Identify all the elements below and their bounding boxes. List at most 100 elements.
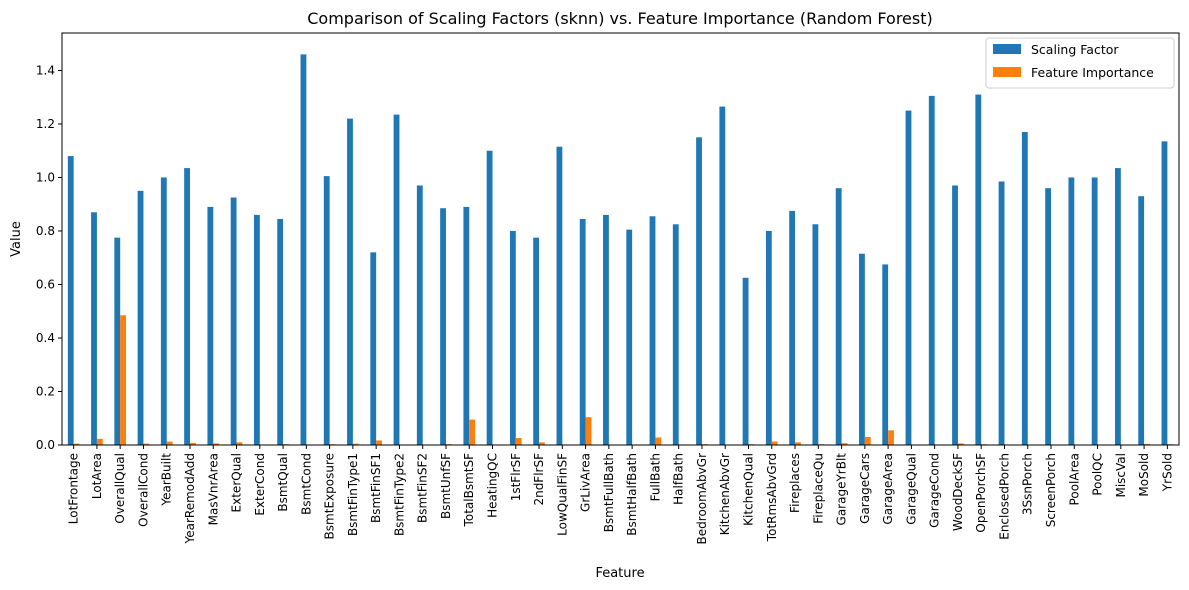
feature-importance-bar-exterqual (236, 442, 243, 445)
scaling-factor-bar-bsmtqual (277, 218, 284, 445)
x-tick-label: KitchenQual (741, 453, 755, 526)
scaling-factor-bar-kitchenabvgr (719, 106, 726, 445)
x-tick-label: MasVnrArea (206, 453, 220, 525)
x-tick-label: GarageCond (928, 453, 942, 528)
x-tick-label: MiscVal (1114, 453, 1128, 498)
scaling-factor-bar-bsmtfintype1 (347, 118, 353, 446)
x-tick-label: ScreenPorch (1044, 453, 1058, 527)
x-tick-label: BsmtFinSF1 (369, 453, 383, 523)
x-axis-label: Feature (595, 566, 644, 581)
x-tick-label: HalfBath (672, 453, 686, 505)
scaling-factor-bar-poolqc (1091, 177, 1098, 445)
plot-frame (61, 32, 1180, 446)
feature-importance-bar-fullbath (655, 437, 662, 445)
x-tick-label: 1stFlrSF (509, 453, 523, 501)
feature-importance-bar-totalbsmtsf (469, 419, 476, 445)
x-tick-label: GarageQual (904, 453, 918, 525)
scaling-factor-bar-openporchsf (975, 94, 982, 445)
x-tick-label: BsmtFinType1 (346, 453, 360, 536)
scaling-factor-bar-yearbuilt (160, 177, 167, 445)
scaling-factor-bar-2ndflrsf (533, 237, 540, 445)
y-axis-label: Value (9, 221, 24, 257)
scaling-factor-bar-poolarea (1068, 177, 1075, 445)
feature-importance-bar-totrmsabvgrd (771, 441, 778, 445)
y-tick-label: 1.0 (36, 170, 55, 184)
scaling-factor-bar-miscval (1115, 168, 1121, 445)
x-tick-label: WoodDeckSF (951, 453, 965, 531)
scaling-factor-bar-yearremodadd (184, 168, 190, 445)
scaling-factor-bar-lotarea (91, 212, 97, 445)
legend: Scaling Factor Feature Importance (985, 37, 1175, 89)
x-tick-label: ExterCond (253, 453, 267, 516)
scaling-factor-bar-fireplaces (789, 210, 796, 445)
feature-importance-bar-bsmtfinsf1 (376, 440, 382, 445)
y-tick-label: 1.4 (36, 63, 55, 77)
x-tick-label: YrSold (1160, 453, 1174, 492)
x-tick-label: OverallQual (113, 453, 127, 524)
scaling-factor-bar-totalbsmtsf (463, 206, 470, 445)
bars-layer (67, 54, 1174, 446)
x-tick-label: BsmtHalfBath (625, 453, 639, 536)
x-tick-label: OpenPorchSF (974, 453, 988, 533)
x-tick-label: LotFrontage (67, 453, 81, 524)
scaling-factor-bar-bsmtfinsf2 (416, 185, 423, 446)
x-tick-label: GarageArea (881, 453, 895, 525)
x-tick-label: LowQualFinSF (555, 453, 569, 536)
scaling-factor-bar-extercond (253, 214, 260, 445)
scaling-factor-bar-exterqual (230, 197, 237, 445)
x-tick-label: BsmtFinSF2 (416, 453, 430, 523)
scaling-factor-bar-bsmtfinsf1 (370, 252, 377, 445)
scaling-factor-bar-bsmtexposure (323, 176, 330, 445)
scaling-factor-bar-lowqualfinsf (556, 146, 563, 445)
scaling-factor-bar-fireplacequ (812, 224, 819, 445)
scaling-factor-bar-garagequal (905, 110, 912, 445)
x-tick-label: PoolQC (1091, 453, 1105, 496)
scaling-factor-bar-bsmtfullbath (603, 214, 609, 445)
legend-swatch-scaling-factor (993, 44, 1021, 54)
feature-importance-bar-overallqual (120, 315, 126, 445)
x-tick-label: YearRemodAdd (183, 453, 197, 544)
x-tick-label: EnclosedPorch (997, 453, 1011, 540)
x-tick-label: Fireplaces (788, 453, 802, 513)
x-tick-label: BsmtQual (276, 453, 290, 512)
y-tick-label: 1.2 (36, 117, 55, 131)
feature-importance-bar-lotfrontage (73, 443, 80, 445)
x-tick-label: MoSold (1137, 453, 1151, 497)
x-tick-label: BsmtUnfSF (439, 453, 453, 519)
x-tick-label: KitchenAbvGr (718, 453, 732, 535)
y-tick-label: 0.4 (36, 331, 55, 345)
feature-importance-bar-yearbuilt (166, 441, 173, 445)
feature-importance-bar-garageyrblt (841, 443, 848, 445)
legend-frame (985, 37, 1175, 89)
x-tick-label: GrLivArea (579, 453, 593, 512)
scaling-factor-bar-wooddecksf (952, 185, 958, 446)
scaling-factor-bar-totrmsabvgrd (765, 230, 772, 445)
feature-importance-bar-yearremodadd (189, 442, 196, 445)
x-tick-label: BsmtFinType2 (392, 453, 406, 536)
feature-importance-bar-mosold (1144, 443, 1150, 445)
scaling-factor-bar-grlivarea (579, 218, 586, 445)
scaling-factor-bar-overallcond (137, 190, 144, 445)
x-tick-label: OverallCond (136, 453, 150, 527)
legend-swatch-feature-importance (993, 67, 1021, 77)
x-tick-label: TotalBsmtSF (462, 453, 476, 528)
x-tick-label: TotRmsAbvGrd (765, 453, 779, 542)
x-tick-label: ExterQual (230, 453, 244, 512)
scaling-factor-bar-kitchenqual (742, 277, 749, 445)
scaling-factor-bar-bsmtfintype2 (393, 114, 400, 445)
feature-importance-bar-1stflrsf (515, 438, 522, 445)
scaling-factor-bar-garageyrblt (835, 188, 842, 446)
scaling-factor-bar-garagecond (928, 95, 935, 446)
scaling-factor-bar-bedroomabvgr (696, 137, 702, 445)
y-axis: 0.0 0.2 0.4 0.6 0.8 1.0 1.2 1.4 (36, 63, 62, 452)
scaling-factor-bar-halfbath (672, 224, 679, 445)
feature-importance-bar-masvnrarea (213, 443, 220, 445)
scaling-factor-bar-garagearea (882, 264, 889, 445)
scaling-factor-bar-overallqual (114, 237, 121, 445)
x-tick-label: GarageYrBlt (835, 453, 849, 526)
feature-importance-bar-grlivarea (585, 417, 592, 445)
feature-importance-bar-2ndflrsf (539, 442, 545, 445)
legend-label-scaling-factor: Scaling Factor (1031, 42, 1119, 57)
x-tick-label: YearBuilt (160, 453, 174, 507)
x-tick-label: 3SsnPorch (1021, 453, 1035, 515)
